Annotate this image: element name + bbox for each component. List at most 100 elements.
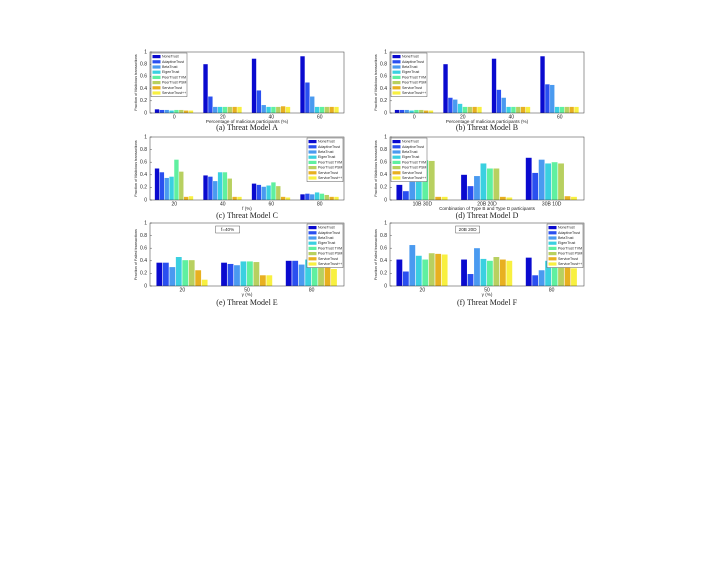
bar [441,254,448,286]
bar [203,64,208,113]
y-tick-label: 0.2 [140,98,147,104]
legend-swatch [308,262,317,266]
bar [540,56,545,113]
bar [162,262,169,286]
bar [319,193,325,200]
bar [477,106,482,113]
bar [156,262,163,286]
x-tick-label: 30B 10D [542,201,562,207]
bar [319,106,325,113]
bar [331,268,337,286]
legend-swatch [308,155,317,159]
bar [487,260,493,286]
legend-swatch [308,257,317,261]
bar [467,274,474,286]
bar [179,171,184,200]
x-axis-label: γ (%) [242,292,253,297]
bar [493,257,500,286]
x-tick-label: 60 [557,114,563,120]
x-axis-label: f (%) [242,206,252,211]
y-tick-label: 0.4 [140,86,147,92]
x-tick-label: 20B 20D [477,201,497,207]
bar [222,172,228,200]
bar [329,196,334,200]
bar [208,176,213,200]
bar [276,186,281,200]
bar [558,260,564,286]
bar [415,255,422,286]
bar [276,106,281,113]
legend-swatch [548,252,557,256]
legend-label: BetaTrust [318,236,333,240]
bar [256,90,262,113]
bar [203,175,208,200]
legend-swatch [308,150,317,154]
bar [329,106,334,113]
legend-label: NoneTrust [318,140,335,144]
y-axis-label: Fraction of Malicious transactions [374,140,378,196]
legend-label: ServiceTrust++ [402,176,426,180]
legend-swatch [392,75,401,79]
bar [324,194,329,200]
subplot: 0 0.2 0.4 0.6 0.8 1 20 40 60 80 f (%) Fraction of M… [134,134,345,220]
x-tick-label: 50 [484,287,490,293]
axes-frame [149,51,345,114]
y-tick-label: 0 [384,197,387,203]
bar [234,265,240,286]
x-tick-label: 20 [180,287,186,293]
bar [164,177,169,200]
bar [247,261,253,286]
legend-label: ServiceTrust++ [402,91,426,95]
bar [516,106,521,113]
legend-swatch [308,145,317,149]
y-tick-label: 0.6 [380,246,387,252]
bar [396,259,403,286]
y-axis-label: Fraction of Malicious transactions [134,54,138,110]
bar [571,196,577,200]
bar [480,258,487,286]
legend-label: ServiceTrust [318,257,338,261]
bar [154,109,160,113]
caption: (c) Threat Model C [216,211,278,220]
legend-label: PeerTrust TVM [318,246,342,250]
bar [305,82,310,113]
bar [538,159,545,200]
bar [574,106,579,113]
legend-swatch [308,241,317,245]
bar [402,191,409,200]
y-axis-label: Fraction of Failed transactions [374,229,378,280]
bar [435,253,442,286]
bar [179,109,184,113]
bar [310,194,315,200]
legend-label: ServiceTrust++ [318,176,342,180]
legend-swatch [308,176,317,180]
bar [227,178,232,200]
legend-label: BetaTrust [558,236,573,240]
bar [324,106,329,113]
bar [487,168,493,200]
bar [188,196,194,200]
bar [428,253,435,286]
legend-swatch [392,55,401,59]
legend-swatch [392,86,401,90]
legend-swatch [392,160,401,164]
bar [501,97,506,113]
subplot: 0 0.2 0.4 0.6 0.8 1 10B 30D 20B 20D 30B 10D Combi… [374,134,585,220]
legend-label: BetaTrust [318,150,333,154]
y-tick-label: 1 [384,220,387,226]
bar [551,263,558,286]
y-tick-label: 0.8 [140,62,147,68]
legend-label: NoneTrust [318,226,335,230]
legend-label: ServiceTrust [162,86,182,90]
legend-label: PeerTrust PSM [162,81,186,85]
legend-label: ServiceTrust++ [558,262,582,266]
bar [545,260,552,286]
x-tick-label: 80 [309,287,315,293]
bar [164,109,169,113]
y-tick-label: 0.2 [380,98,387,104]
legend-label: BetaTrust [162,65,177,69]
x-axis-label: Combination of Type B and Type D partici… [439,206,536,211]
bar [240,261,247,286]
axes-frame [389,222,585,287]
